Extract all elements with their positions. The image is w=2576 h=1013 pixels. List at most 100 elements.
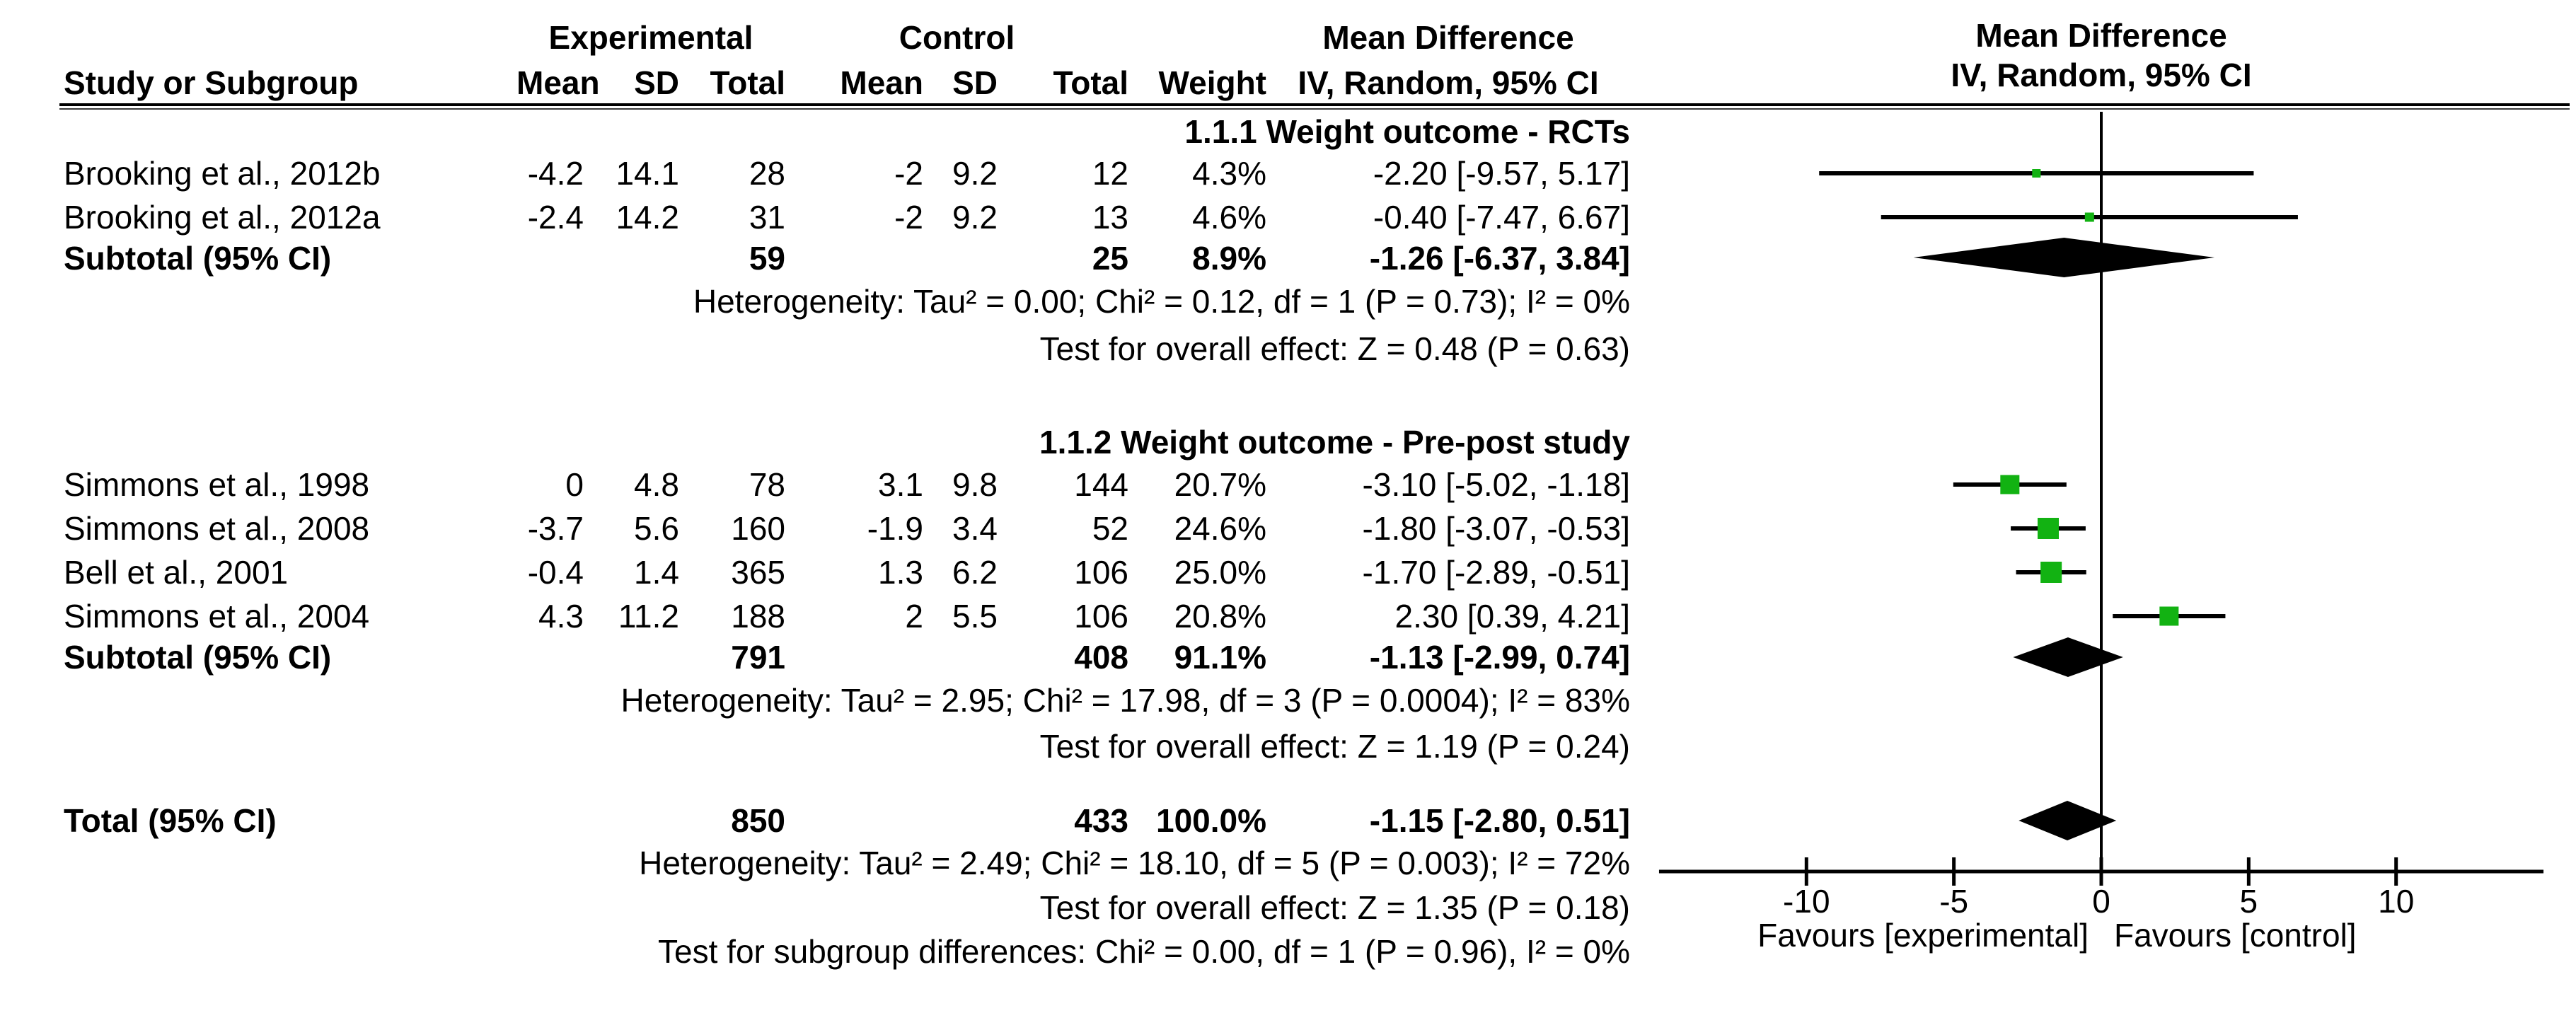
cell-exp-sd: 14.1 bbox=[616, 155, 679, 192]
plot-header-model: IV, Random, 95% CI bbox=[1951, 57, 2252, 93]
section-title-row: 1.1.2 Weight outcome - Pre-post study bbox=[59, 422, 1630, 463]
group-header-mean-difference: Mean Difference bbox=[1322, 19, 1574, 56]
heterogeneity-row: Heterogeneity: Tau² = 2.49; Chi² = 18.10… bbox=[59, 840, 1630, 886]
effect-marker bbox=[2040, 562, 2062, 583]
cell-exp-total: 188 bbox=[731, 598, 785, 635]
effect-marker bbox=[2084, 212, 2094, 222]
study-row: Brooking et al., 2012a -2.4 14.2 31 -2 9… bbox=[59, 195, 1630, 239]
cell-exp-mean: -4.2 bbox=[527, 155, 584, 192]
col-header-study: Study or Subgroup bbox=[64, 64, 359, 101]
tick-label: -10 bbox=[1783, 883, 1830, 920]
cell-exp-total: 59 bbox=[749, 240, 785, 277]
cell-ctrl-mean: -2 bbox=[894, 199, 923, 236]
subtotal-row: Subtotal (95% CI) 791 408 91.1% -1.13 [-… bbox=[59, 638, 1630, 676]
overall-effect-row: Test for overall effect: Z = 1.19 (P = 0… bbox=[59, 724, 1630, 768]
cell-ctrl-mean: 1.3 bbox=[878, 554, 923, 591]
study-row: Bell et al., 2001 -0.4 1.4 365 1.3 6.2 1… bbox=[59, 550, 1630, 594]
heterogeneity-text: Heterogeneity: Tau² = 2.49; Chi² = 18.10… bbox=[639, 845, 1630, 881]
cell-ctrl-sd: 6.2 bbox=[952, 554, 998, 591]
plot-header-measure: Mean Difference bbox=[1975, 17, 2227, 54]
cell-ctrl-mean: -2 bbox=[894, 155, 923, 192]
study-name: Brooking et al., 2012a bbox=[64, 199, 381, 236]
header-rule bbox=[59, 103, 2570, 110]
study-name: Brooking et al., 2012b bbox=[64, 155, 381, 192]
cell-exp-sd: 4.8 bbox=[634, 466, 679, 503]
col-header-ci: IV, Random, 95% CI bbox=[1298, 64, 1599, 101]
cell-exp-total: 791 bbox=[731, 639, 785, 676]
col-header-ctrl-total: Total bbox=[1053, 64, 1128, 101]
cell-weight: 4.6% bbox=[1192, 199, 1266, 236]
favours-control-label: Favours [control] bbox=[2114, 917, 2357, 954]
heterogeneity-text: Heterogeneity: Tau² = 0.00; Chi² = 0.12,… bbox=[693, 283, 1630, 320]
cell-exp-sd: 5.6 bbox=[634, 510, 679, 547]
cell-weight: 25.0% bbox=[1174, 554, 1266, 591]
col-header-exp-sd: SD bbox=[634, 64, 679, 101]
cell-weight: 4.3% bbox=[1192, 155, 1266, 192]
cell-ctrl-sd: 9.8 bbox=[952, 466, 998, 503]
cell-exp-sd: 14.2 bbox=[616, 199, 679, 236]
cell-exp-mean: 4.3 bbox=[538, 598, 584, 635]
cell-weight: 100.0% bbox=[1155, 802, 1266, 839]
cell-md-ci: -1.13 [-2.99, 0.74] bbox=[1369, 639, 1630, 676]
cell-ctrl-total: 25 bbox=[1092, 240, 1128, 277]
cell-exp-mean: -2.4 bbox=[527, 199, 584, 236]
study-row: Simmons et al., 1998 0 4.8 78 3.1 9.8 14… bbox=[59, 463, 1630, 506]
total-row: Total (95% CI) 850 433 100.0% -1.15 [-2.… bbox=[59, 801, 1630, 840]
cell-ctrl-total: 106 bbox=[1074, 598, 1128, 635]
cell-exp-sd: 1.4 bbox=[634, 554, 679, 591]
cell-ctrl-total: 433 bbox=[1074, 802, 1128, 839]
cell-exp-total: 78 bbox=[749, 466, 785, 503]
cell-ctrl-total: 12 bbox=[1092, 155, 1128, 192]
cell-exp-total: 365 bbox=[731, 554, 785, 591]
overall-effect-text: Test for overall effect: Z = 1.35 (P = 0… bbox=[1039, 889, 1630, 926]
heterogeneity-text: Heterogeneity: Tau² = 2.95; Chi² = 17.98… bbox=[620, 682, 1630, 719]
cell-ctrl-sd: 9.2 bbox=[952, 199, 998, 236]
heterogeneity-row: Heterogeneity: Tau² = 2.95; Chi² = 17.98… bbox=[59, 676, 1630, 724]
spacer-row bbox=[59, 768, 1630, 801]
col-header-weight: Weight bbox=[1158, 64, 1266, 101]
cell-ctrl-mean: -1.9 bbox=[867, 510, 923, 547]
cell-md-ci: -0.40 [-7.47, 6.67] bbox=[1373, 199, 1630, 236]
tick-label: 5 bbox=[2240, 883, 2258, 920]
total-diamond bbox=[2018, 801, 2117, 840]
cell-ctrl-total: 52 bbox=[1092, 510, 1128, 547]
group-header-control: Control bbox=[899, 19, 1015, 56]
cell-ctrl-sd: 5.5 bbox=[952, 598, 998, 635]
cell-exp-sd: 11.2 bbox=[618, 598, 679, 635]
column-header-row: Study or Subgroup Mean SD Total Mean SD … bbox=[59, 62, 1630, 103]
favours-experimental-label: Favours [experimental] bbox=[1757, 917, 2089, 954]
subtotal-label: Subtotal (95% CI) bbox=[64, 639, 332, 676]
cell-exp-total: 28 bbox=[749, 155, 785, 192]
subtotal-row: Subtotal (95% CI) 59 25 8.9% -1.26 [-6.3… bbox=[59, 239, 1630, 277]
col-header-exp-total: Total bbox=[710, 64, 785, 101]
cell-exp-mean: -3.7 bbox=[527, 510, 584, 547]
section-title: 1.1.1 Weight outcome - RCTs bbox=[1184, 113, 1630, 150]
subtotal-label: Subtotal (95% CI) bbox=[64, 240, 332, 277]
overall-effect-text: Test for overall effect: Z = 0.48 (P = 0… bbox=[1039, 330, 1630, 367]
cell-exp-total: 31 bbox=[749, 199, 785, 236]
study-row: Brooking et al., 2012b -4.2 14.1 28 -2 9… bbox=[59, 151, 1630, 195]
cell-weight: 20.8% bbox=[1174, 598, 1266, 635]
cell-md-ci: 2.30 [0.39, 4.21] bbox=[1394, 598, 1631, 635]
rule-spacer bbox=[59, 103, 1630, 112]
cell-ctrl-total: 144 bbox=[1074, 466, 1128, 503]
overall-effect-row: Test for overall effect: Z = 1.35 (P = 0… bbox=[59, 886, 1630, 930]
study-row: Simmons et al., 2008 -3.7 5.6 160 -1.9 3… bbox=[59, 506, 1630, 550]
cell-md-ci: -1.15 [-2.80, 0.51] bbox=[1369, 802, 1630, 839]
study-name: Bell et al., 2001 bbox=[64, 554, 289, 591]
cell-ctrl-mean: 3.1 bbox=[878, 466, 923, 503]
cell-md-ci: -1.80 [-3.07, -0.53] bbox=[1362, 510, 1630, 547]
col-header-exp-mean: Mean bbox=[516, 64, 600, 101]
cell-exp-mean: 0 bbox=[565, 466, 584, 503]
study-table: Experimental Control Mean Difference Stu… bbox=[59, 13, 1630, 973]
group-header-row: Experimental Control Mean Difference bbox=[59, 13, 1630, 62]
cell-md-ci: -1.70 [-2.89, -0.51] bbox=[1362, 554, 1630, 591]
col-header-ctrl-sd: SD bbox=[952, 64, 998, 101]
spacer-row bbox=[59, 371, 1630, 422]
effect-marker bbox=[2159, 606, 2179, 626]
section-title-row: 1.1.1 Weight outcome - RCTs bbox=[59, 112, 1630, 151]
effect-marker bbox=[2000, 475, 2020, 494]
study-name: Simmons et al., 2004 bbox=[64, 598, 370, 635]
plot-header: Mean Difference IV, Random, 95% CI bbox=[1677, 16, 2526, 95]
cell-exp-total: 850 bbox=[731, 802, 785, 839]
